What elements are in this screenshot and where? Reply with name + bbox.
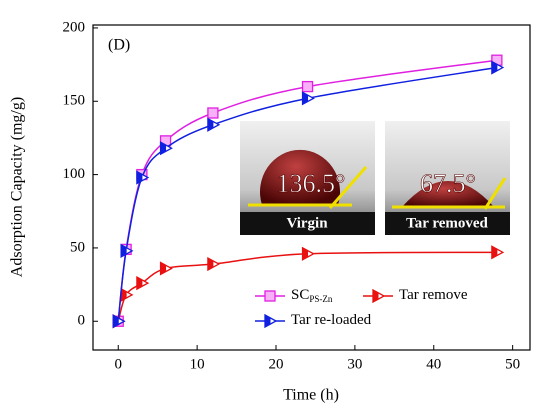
legend-label: Tar re-loaded xyxy=(291,312,372,328)
y-tick-label: 100 xyxy=(63,166,86,182)
x-tick-label: 10 xyxy=(190,356,205,372)
marker-half xyxy=(492,246,498,258)
marker-half xyxy=(208,119,214,131)
angle-label: 136.5° xyxy=(277,169,346,198)
angle-label: 67.5° xyxy=(420,169,476,198)
marker-half xyxy=(303,92,309,104)
legend-label: Tar remove xyxy=(399,287,468,303)
legend-name: Tar remove xyxy=(399,287,468,303)
legend-subscript: PS-Zn xyxy=(309,294,333,304)
y-tick-label: 200 xyxy=(63,19,86,35)
y-tick-label: 0 xyxy=(78,313,86,329)
x-tick-label: 40 xyxy=(426,356,441,372)
marker xyxy=(208,108,218,118)
inset-caption: Tar removed xyxy=(406,215,488,231)
marker xyxy=(161,262,172,274)
legend-marker xyxy=(265,291,275,301)
marker xyxy=(492,246,503,258)
marker-half xyxy=(161,262,167,274)
legend-name: Tar re-loaded xyxy=(291,312,372,328)
x-tick-label: 30 xyxy=(347,356,362,372)
marker-half xyxy=(208,258,214,270)
marker xyxy=(303,92,314,104)
marker xyxy=(208,119,219,131)
inset-caption: Virgin xyxy=(286,215,328,231)
chart: 136.5° Virgin 67.5° Tar removed (D) Time… xyxy=(0,0,542,408)
x-tick-label: 50 xyxy=(505,356,520,372)
marker xyxy=(208,258,219,270)
panel-label: (D) xyxy=(108,37,130,54)
y-tick-label: 150 xyxy=(63,93,86,109)
marker xyxy=(303,82,313,92)
y-tick-label: 50 xyxy=(70,239,85,255)
x-tick-label: 20 xyxy=(269,356,284,372)
marker-half xyxy=(137,277,143,289)
marker xyxy=(303,248,314,260)
y-axis-label: Adsorption Capacity (mg/g) xyxy=(9,97,26,277)
legend-name: SC xyxy=(291,287,309,303)
x-tick-label: 0 xyxy=(114,356,122,372)
marker-half xyxy=(303,248,309,260)
x-axis-label: Time (h) xyxy=(283,387,339,404)
